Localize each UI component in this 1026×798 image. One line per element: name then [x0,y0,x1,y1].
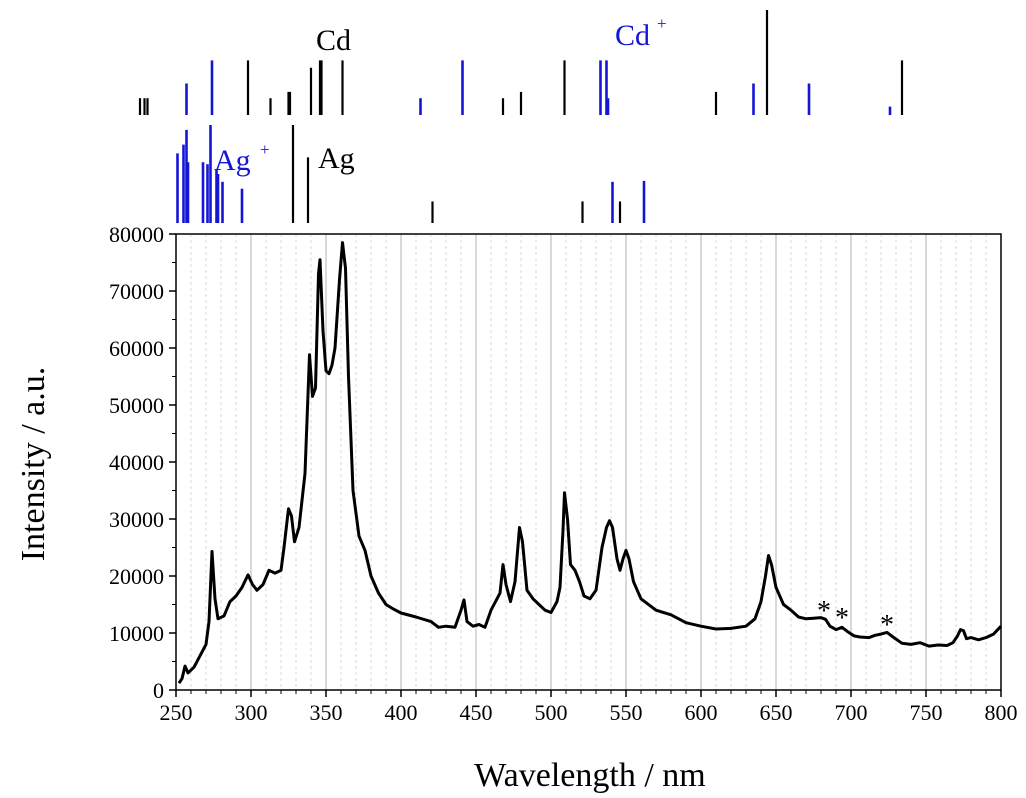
ag-ion-superscript: + [260,140,270,159]
x-tick-label: 300 [235,700,268,725]
y-axis-label: Intensity / a.u. [15,367,52,562]
y-tick-label: 70000 [109,279,164,304]
y-tick-label: 60000 [109,336,164,361]
x-axis-label: Wavelength / nm [474,757,705,794]
y-tick-label: 20000 [109,564,164,589]
x-tick-label: 400 [385,700,418,725]
y-tick-label: 80000 [109,222,164,247]
plot-frame [175,233,1002,691]
y-tick-label: 0 [153,678,164,703]
x-tick-label: 650 [760,700,793,725]
x-tick-label: 550 [610,700,643,725]
x-tick-label: 250 [160,700,193,725]
y-tick-label: 30000 [109,507,164,532]
ag-neutral-label: Ag [318,142,355,175]
x-tick-label: 750 [910,700,943,725]
cd-line-panel: Cd Cd + [138,10,904,115]
peak-annotations: * * * [817,596,894,641]
axis-ticks [169,233,1002,697]
cd-ion-label: Cd [615,19,650,52]
cd-neutral-label: Cd [316,24,351,57]
x-tick-label: 500 [535,700,568,725]
y-tick-label: 10000 [109,621,164,646]
x-tick-label: 700 [835,700,868,725]
spectrum-line [177,241,1003,685]
ag-line-panel: Ag Ag + [176,125,646,223]
y-tick-labels: 0 10000 20000 30000 40000 50000 60000 70000 8000… [109,222,164,703]
peak-asterisk: * [835,603,849,634]
x-tick-label: 800 [985,700,1018,725]
y-tick-label: 50000 [109,393,164,418]
x-tick-label: 350 [310,700,343,725]
y-tick-label: 40000 [109,450,164,475]
ag-ion-label: Ag [214,144,251,177]
peak-asterisk: * [817,596,831,627]
x-tick-label: 600 [685,700,718,725]
cd-ion-superscript: + [657,14,667,33]
x-tick-labels: 250 300 350 400 450 500 550 600 650 700 750 800 [160,700,1018,725]
x-tick-label: 450 [460,700,493,725]
grid [190,234,987,690]
peak-asterisk: * [880,610,894,641]
